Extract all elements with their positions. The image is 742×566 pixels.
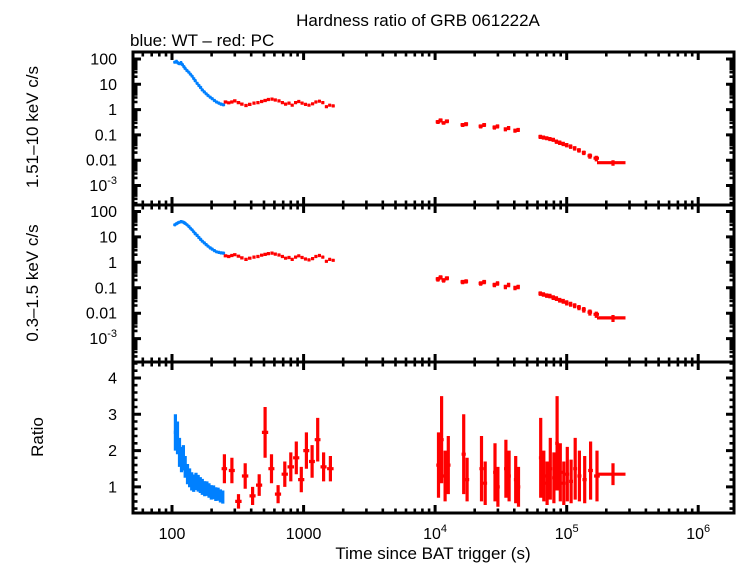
chart-title: Hardness ratio of GRB 061222A (296, 11, 540, 30)
y-tick-label: 0.01 (86, 306, 117, 323)
x-tick-label: 1000 (286, 526, 322, 543)
y-tick-label: 10 (99, 229, 117, 246)
x-axis-label: Time since BAT trigger (s) (335, 544, 530, 563)
x-tick-label: 100 (159, 526, 186, 543)
y-axis-label-ratio: Ratio (28, 417, 47, 457)
series-wt-panel-1 (173, 220, 226, 255)
y-tick-label: 10 (99, 77, 117, 94)
y-tick-label: 10-3 (89, 175, 117, 195)
series-pc-panel-2 (221, 396, 626, 509)
x-tick-label: 105 (555, 523, 579, 543)
y-tick-label: 0.1 (95, 127, 117, 144)
y-tick-label: 1 (108, 102, 117, 119)
y-tick-label: 1 (108, 479, 117, 496)
series-wt-panel-0 (173, 59, 226, 107)
y-axis-label-hard-band: 1.51–10 keV c/s (23, 66, 42, 188)
series-pc-panel-0 (223, 97, 626, 166)
major-ticks (133, 52, 734, 513)
y-tick-label: 3 (108, 407, 117, 424)
y-tick-label: 100 (90, 52, 117, 69)
panel-frame-0 (131, 50, 736, 207)
series-wt-panel-2 (173, 414, 225, 504)
chart-plot-area: 100 10 1 0.1 0.01 10-3 100 10 1 0.1 0.01 10-3 4 3 2 1 10… (86, 50, 736, 543)
y-axis-label-soft-band: 0.3–1.5 keV c/s (23, 224, 42, 341)
panel-frame-2 (131, 360, 736, 515)
chart-legend-subtitle: blue: WT – red: PC (130, 31, 274, 50)
y-tick-label: 0.1 (95, 280, 117, 297)
series-pc-panel-1 (223, 251, 626, 322)
y-tick-label: 100 (90, 204, 117, 221)
x-tick-label: 106 (686, 523, 710, 543)
minor-ticks (133, 52, 734, 513)
x-tick-label: 104 (423, 523, 447, 543)
y-tick-label: 4 (108, 371, 117, 388)
panel-frame-1 (131, 203, 736, 364)
y-tick-label: 2 (108, 443, 117, 460)
y-tick-label: 0.01 (86, 153, 117, 170)
y-tick-label: 10-3 (89, 328, 117, 348)
y-tick-label: 1 (108, 255, 117, 272)
